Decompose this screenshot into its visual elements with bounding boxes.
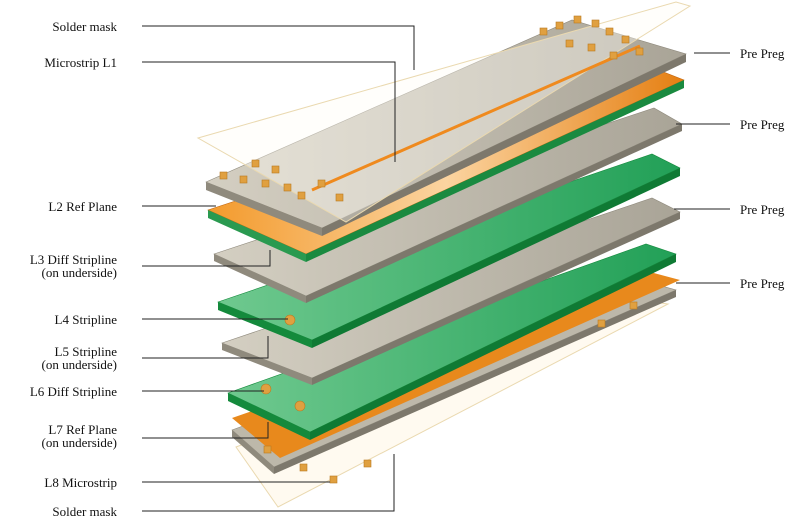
label-pre-preg-3: Pre Preg <box>740 202 785 217</box>
layer-l6-board <box>227 243 677 440</box>
label-l7-title: L7 Ref Plane <box>48 422 117 437</box>
label-l8-microstrip: L8 Microstrip <box>44 475 117 490</box>
label-solder-mask-bottom: Solder mask <box>52 504 117 519</box>
label-pre-preg-2: Pre Preg <box>740 117 785 132</box>
layer-l1-board <box>205 19 687 236</box>
label-pre-preg-1: Pre Preg <box>740 46 785 61</box>
label-microstrip-l1: Microstrip L1 <box>44 55 117 70</box>
label-l3-note: (on underside) <box>41 265 117 280</box>
layer-l4-board <box>217 153 681 348</box>
label-l7-ref-plane: L7 Ref Plane (on underside) <box>42 423 117 449</box>
label-l3-title: L3 Diff Stripline <box>29 252 117 267</box>
label-pre-preg-4: Pre Preg <box>740 276 785 291</box>
leader-lines-right <box>674 52 730 284</box>
label-l2-ref-plane: L2 Ref Plane <box>48 199 117 214</box>
label-l7-note: (on underside) <box>41 435 117 450</box>
label-solder-mask-top: Solder mask <box>52 19 117 34</box>
solder-mask-top-layer <box>196 1 692 223</box>
label-l3-diff-stripline: L3 Diff Stripline (on underside) <box>30 253 117 279</box>
label-l5-title: L5 Stripline <box>54 344 117 359</box>
leader-lines-left <box>142 25 415 512</box>
label-l5-note: (on underside) <box>41 357 117 372</box>
label-l5-stripline: L5 Stripline (on underside) <box>42 345 117 371</box>
trace-icon <box>311 44 641 192</box>
via-pad-icon <box>219 15 644 484</box>
label-l4-stripline: L4 Stripline <box>54 312 117 327</box>
label-l6-diff-stripline: L6 Diff Stripline <box>29 384 117 399</box>
